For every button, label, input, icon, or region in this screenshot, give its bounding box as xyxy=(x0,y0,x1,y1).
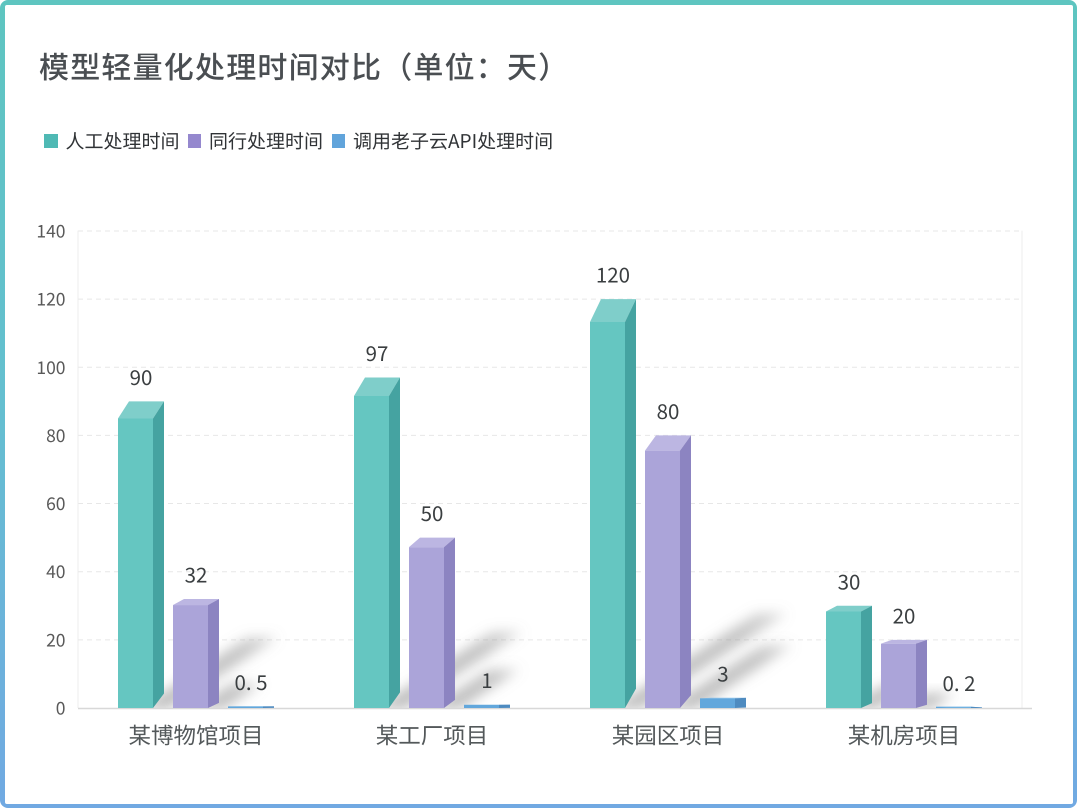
svg-text:100: 100 xyxy=(36,355,65,380)
svg-text:80: 80 xyxy=(46,423,65,448)
svg-text:97: 97 xyxy=(366,337,389,367)
svg-text:50: 50 xyxy=(421,497,444,527)
svg-text:某工厂项目: 某工厂项目 xyxy=(376,719,489,751)
svg-text:40: 40 xyxy=(46,559,65,584)
svg-text:1: 1 xyxy=(481,664,492,694)
svg-text:3: 3 xyxy=(717,657,728,687)
svg-text:120: 120 xyxy=(36,287,65,312)
svg-text:20: 20 xyxy=(893,599,916,629)
svg-text:60: 60 xyxy=(46,491,65,516)
svg-text:80: 80 xyxy=(657,395,680,425)
svg-text:90: 90 xyxy=(130,361,153,391)
svg-text:30: 30 xyxy=(838,565,861,595)
svg-text:140: 140 xyxy=(36,218,65,243)
svg-text:32: 32 xyxy=(185,558,208,588)
svg-text:0: 0 xyxy=(56,696,66,721)
svg-text:某园区项目: 某园区项目 xyxy=(612,719,725,751)
svg-text:0. 5: 0. 5 xyxy=(234,666,267,696)
svg-text:120: 120 xyxy=(596,259,630,289)
svg-text:20: 20 xyxy=(46,627,65,652)
svg-text:某机房项目: 某机房项目 xyxy=(848,719,961,751)
svg-text:0. 2: 0. 2 xyxy=(942,667,975,697)
svg-text:某博物馆项目: 某博物馆项目 xyxy=(128,719,263,751)
